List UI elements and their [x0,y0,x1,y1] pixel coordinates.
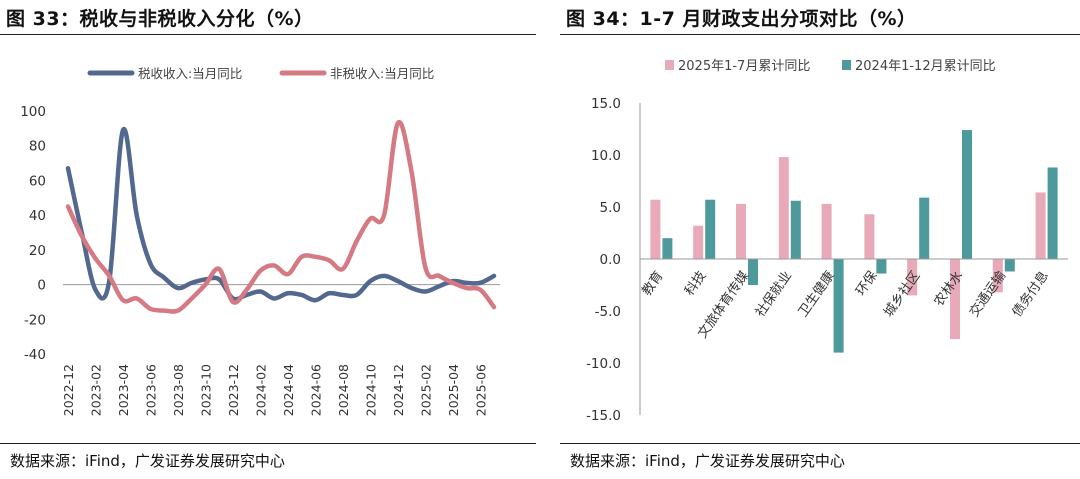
legend-label-2: 非税收入:当月同比 [330,66,434,81]
bar-1-8 [950,259,960,340]
x-tick-label: 2023-08 [171,364,186,416]
left-source-note: 数据来源：iFind，广发证券发展研究中心 [10,452,285,470]
right-chart-panel: 图 34：1-7 月财政支出分项对比（%） 2025年1-7月累计同比 2024年… [560,0,1080,479]
right-top-rule [560,34,1080,35]
bar-chart: 2025年1-7月累计同比 2024年1-12月累计同比 15.0 10.0 5.0 0.… [586,59,1068,424]
y-tick-label: 0.0 [600,252,621,268]
bar-2-8 [962,130,972,259]
right-source-note: 数据来源：iFind，广发证券发展研究中心 [570,452,845,470]
bar-2-2 [705,199,716,259]
right-figure-title: 图 34：1-7 月财政支出分项对比（%） [566,8,917,30]
category-label: 教育 [639,268,667,298]
series-line-1 [65,126,497,303]
y-tick-label: 0 [37,278,46,294]
category-label: 农林水 [932,269,967,310]
x-tick-label: 2023-12 [226,364,241,416]
bar-2-9 [1004,259,1015,272]
bar-1-3 [736,203,746,259]
right-bottom-rule [560,443,1080,444]
series-line-2 [65,119,497,314]
x-tick-label: 2025-02 [418,364,433,416]
legend-label-1: 2025年1-7月累计同比 [678,59,810,74]
legend-label-2: 2024年1-12月累计同比 [855,59,996,74]
left-figure-title: 图 33：税收与非税收入分化（%） [6,8,314,30]
y-tick-label: 60 [29,173,46,189]
left-chart-panel: 图 33：税收与非税收入分化（%） 税收收入:当月同比 非税收入:当月同比 -40 -… [0,0,536,479]
left-top-rule [0,34,536,35]
y-tick-label: -15.0 [586,408,621,424]
bar-2-6 [876,259,887,274]
x-tick-label: 2023-04 [116,364,131,416]
bar-2-7 [919,197,930,259]
y-tick-label: -10.0 [586,356,621,372]
y-tick-label: -5.0 [595,304,621,320]
x-tick-label: 2024-06 [308,364,323,416]
bar-1-7 [907,259,918,296]
bar-1-9 [992,259,1003,293]
y-tick-label: 20 [29,243,46,259]
bar-legend: 2025年1-7月累计同比 2024年1-12月累计同比 [665,59,996,74]
line-chart: 税收收入:当月同比 非税收入:当月同比 -40 -20 0 20 40 60 80 100 2022… [20,66,500,416]
line-legend: 税收收入:当月同比 非税收入:当月同比 [87,66,434,81]
bar-1-5 [821,203,832,259]
y-tick-label: 100 [20,104,46,120]
bar-1-10 [1035,192,1046,259]
category-label: 卫生健康 [795,268,838,320]
x-tick-label: 2024-08 [336,364,351,416]
category-label: 科技 [682,269,709,299]
bar-1-2 [693,225,704,259]
bar-1-4 [778,157,789,259]
x-tick-label: 2022-12 [61,364,76,416]
y-tick-label: 5.0 [600,200,621,216]
y-tick-label: 80 [29,139,46,155]
bar-2-10 [1047,167,1058,259]
x-tick-label: 2024-02 [253,364,268,416]
x-tick-label: 2024-10 [363,364,378,416]
bar-2-4 [790,200,801,259]
bar-1-6 [864,214,875,259]
y-tick-label: -20 [24,312,46,328]
x-tick-label: 2025-06 [473,364,488,416]
x-tick-label: 2024-12 [391,364,406,416]
x-tick-label: 2023-10 [198,364,213,416]
bar-2-5 [833,259,844,353]
y-tick-label: 40 [29,208,46,224]
x-tick-label: 2023-02 [88,364,103,416]
bar-2-3 [748,259,758,285]
bar-1-1 [650,199,661,259]
legend-label-1: 税收收入:当月同比 [138,66,242,81]
x-tick-label: 2025-04 [446,364,461,416]
y-tick-label: 15.0 [591,96,621,112]
category-label: 社保就业 [752,268,795,320]
x-tick-label: 2024-04 [281,364,296,416]
bar-2-1 [662,238,673,259]
category-label: 债务付息 [1009,268,1052,320]
y-tick-label: -40 [24,347,46,363]
left-bottom-rule [0,443,536,444]
category-label: 交通运输 [966,268,1009,320]
legend-swatch-2 [842,60,851,70]
y-tick-label: 10.0 [591,148,621,164]
legend-swatch-1 [665,60,674,70]
x-tick-label: 2023-06 [143,364,158,416]
